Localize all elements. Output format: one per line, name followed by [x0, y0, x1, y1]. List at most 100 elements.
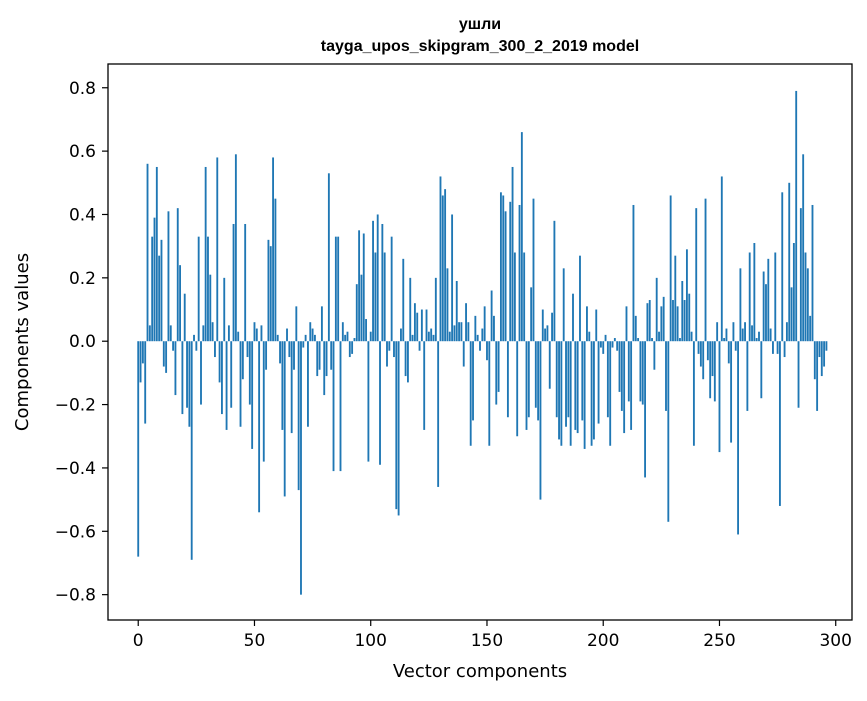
bar-126: [430, 328, 433, 342]
bar-286: [802, 154, 805, 342]
bar-95: [358, 230, 361, 342]
bar-250: [718, 341, 721, 453]
bar-244: [704, 198, 707, 342]
bar-216: [639, 341, 642, 402]
bar-37: [223, 277, 226, 342]
bar-123: [423, 341, 426, 430]
bar-36: [221, 341, 223, 415]
bar-281: [790, 287, 793, 342]
bar-292: [816, 341, 819, 411]
bar-191: [581, 341, 584, 421]
bar-87: [339, 341, 342, 472]
bar-218: [644, 341, 646, 478]
bar-171: [534, 341, 537, 408]
bar-188: [574, 341, 577, 430]
bar-96: [360, 274, 363, 342]
chart-subtitle: tayga_upos_skipgram_300_2_2019 model: [321, 38, 639, 55]
bar-46: [244, 223, 247, 342]
bar-273: [772, 341, 774, 354]
bar-133: [446, 268, 449, 342]
bar-90: [346, 331, 349, 342]
bar-160: [509, 201, 512, 342]
bar-127: [432, 334, 435, 342]
bar-201: [604, 334, 607, 342]
bar-4: [146, 163, 149, 342]
bar-272: [769, 328, 772, 342]
bar-115: [404, 341, 407, 377]
x-tick-label: 50: [244, 631, 266, 651]
bar-33: [214, 341, 216, 358]
bar-14: [169, 325, 172, 342]
bar-7: [153, 217, 156, 342]
bar-116: [407, 341, 409, 383]
bar-40: [230, 341, 233, 408]
bar-114: [402, 258, 405, 342]
bar-103: [376, 214, 379, 342]
bar-210: [625, 306, 628, 342]
bar-158: [504, 211, 507, 342]
bar-172: [537, 341, 540, 421]
bar-32: [211, 322, 214, 342]
bar-162: [513, 252, 516, 342]
x-axis-label: Vector components: [393, 661, 567, 682]
bar-75: [311, 328, 314, 342]
bar-206: [616, 341, 619, 351]
bar-140: [462, 341, 465, 367]
y-tick-label: −0.4: [55, 459, 96, 479]
bar-43: [237, 331, 240, 342]
bar-69: [297, 341, 300, 491]
bar-155: [497, 341, 500, 392]
bar-156: [499, 192, 502, 342]
bar-89: [344, 334, 347, 342]
bar-173: [539, 341, 542, 500]
bar-203: [609, 341, 612, 446]
bar-269: [762, 271, 765, 342]
bar-213: [632, 204, 635, 342]
bar-159: [506, 341, 509, 418]
bar-224: [658, 331, 660, 342]
bar-109: [390, 236, 393, 342]
bar-93: [353, 338, 356, 342]
bar-80: [323, 341, 326, 396]
bar-19: [181, 341, 184, 415]
bar-138: [458, 322, 460, 342]
bar-134: [448, 331, 451, 342]
bar-262: [746, 341, 749, 411]
bar-164: [518, 204, 521, 342]
bar-121: [418, 341, 421, 351]
bar-185: [567, 341, 570, 418]
bar-98: [365, 319, 367, 342]
bar-217: [641, 341, 644, 405]
bar-47: [246, 341, 249, 358]
bar-184: [565, 341, 567, 427]
bar-195: [590, 341, 593, 446]
bar-24: [193, 334, 195, 342]
x-tick-label: 100: [354, 631, 386, 651]
bar-247: [711, 341, 714, 377]
bar-253: [725, 328, 728, 342]
bar-66: [290, 341, 293, 434]
y-tick-label: 0.4: [69, 205, 96, 225]
x-tick-label: 300: [819, 631, 851, 651]
bar-34: [216, 157, 219, 342]
bar-222: [653, 341, 656, 370]
bar-97: [362, 233, 365, 342]
bar-151: [488, 341, 491, 446]
bar-229: [669, 195, 672, 342]
bar-2: [141, 341, 144, 364]
bar-192: [583, 341, 586, 449]
bar-102: [374, 252, 377, 342]
bar-132: [444, 189, 447, 342]
bar-154: [495, 341, 498, 405]
bar-282: [792, 243, 795, 342]
bar-42: [234, 154, 237, 342]
bar-67: [293, 341, 295, 370]
y-tick-label: −0.2: [55, 396, 96, 416]
bar-293: [818, 341, 821, 358]
bar-149: [483, 306, 486, 342]
bar-207: [618, 341, 621, 392]
bar-104: [379, 341, 381, 465]
bar-78: [318, 341, 321, 370]
bar-232: [676, 306, 679, 342]
bar-146: [476, 334, 479, 342]
